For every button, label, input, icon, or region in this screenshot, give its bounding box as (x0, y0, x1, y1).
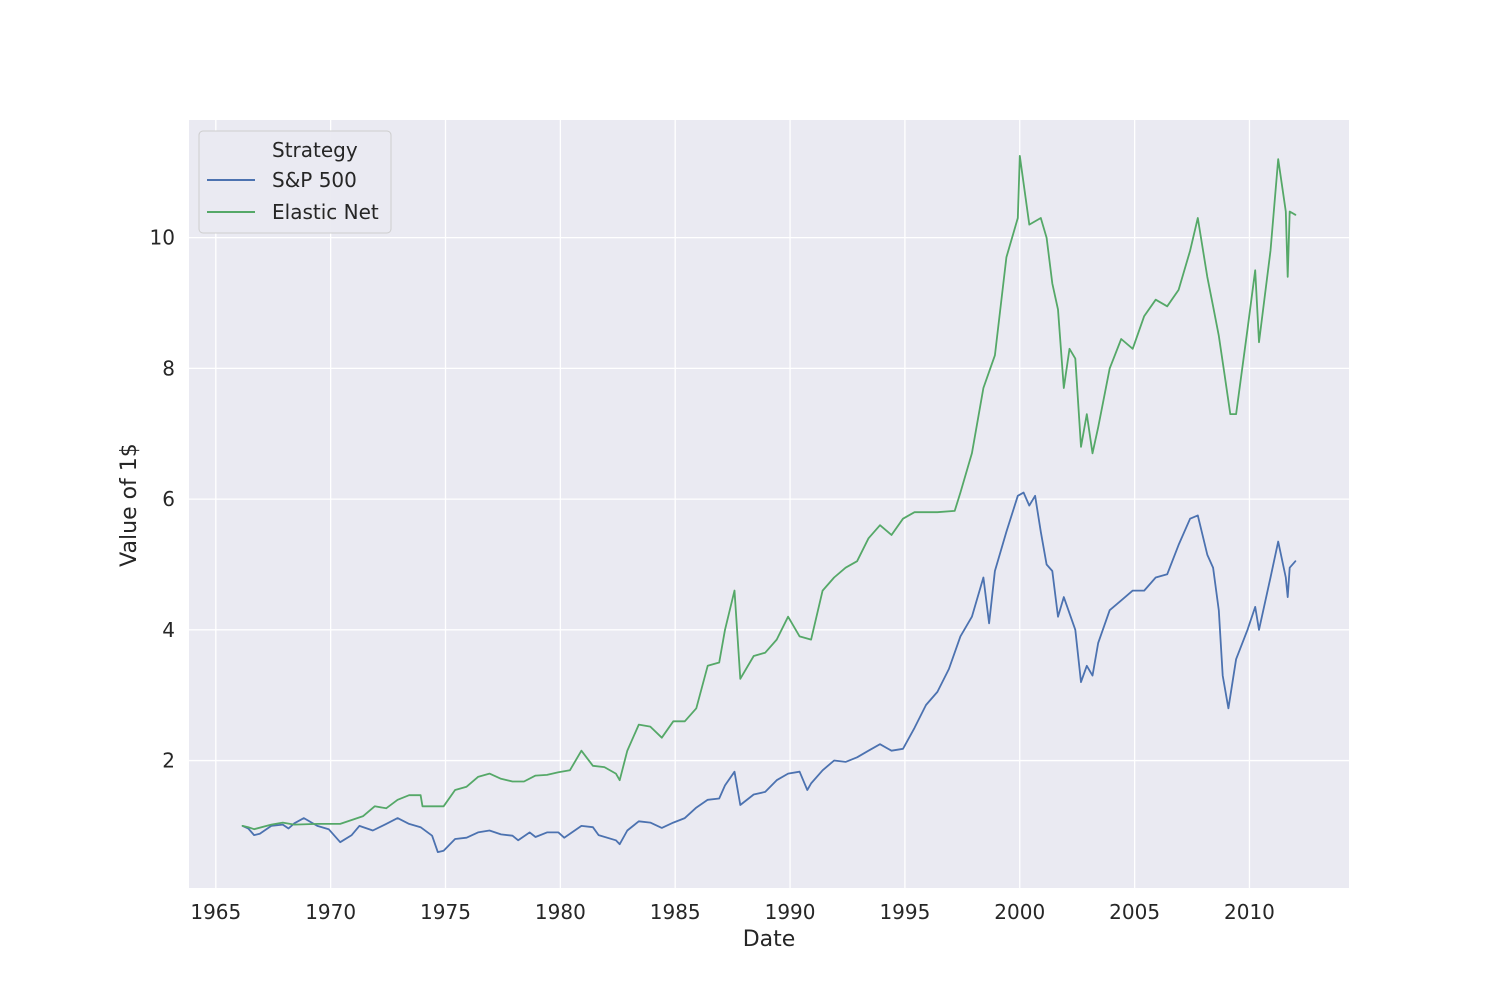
grid-lines (189, 120, 1349, 888)
legend: Strategy S&P 500 Elastic Net (198, 130, 392, 234)
x-tick-label-1985: 1985 (650, 900, 701, 924)
x-tick-label-1990: 1990 (765, 900, 816, 924)
x-tick-label-1970: 1970 (305, 900, 356, 924)
x-tick-label-1980: 1980 (535, 900, 586, 924)
y-axis-label: Value of 1$ (117, 443, 142, 567)
series-line-elastic-net (241, 154, 1297, 831)
series-line-s-p-500 (241, 491, 1297, 853)
legend-box (198, 130, 392, 234)
plot-area-background (189, 120, 1349, 888)
x-tick-label-1965: 1965 (190, 900, 241, 924)
legend-label-elastic-net: Elastic Net (272, 200, 379, 224)
y-tick-label-8: 8 (162, 356, 175, 380)
y-tick-labels: 2 4 6 8 10 (150, 226, 175, 773)
y-tick-label-10: 10 (150, 226, 175, 250)
x-axis-label: Date (743, 927, 796, 952)
y-tick-label-4: 4 (162, 618, 175, 642)
legend-label-sp500: S&P 500 (272, 168, 357, 192)
y-tick-label-6: 6 (162, 487, 175, 511)
x-tick-label-2005: 2005 (1109, 900, 1160, 924)
x-tick-label-1975: 1975 (420, 900, 471, 924)
y-tick-label-2: 2 (162, 749, 175, 773)
legend-title: Strategy (272, 138, 358, 162)
series-layer (241, 154, 1297, 853)
x-tick-label-2000: 2000 (994, 900, 1045, 924)
x-tick-labels: 1965 1970 1975 1980 1985 1990 1995 2000 2005 2010 (190, 900, 1275, 924)
x-tick-label-2010: 2010 (1224, 900, 1275, 924)
x-tick-label-1995: 1995 (879, 900, 930, 924)
